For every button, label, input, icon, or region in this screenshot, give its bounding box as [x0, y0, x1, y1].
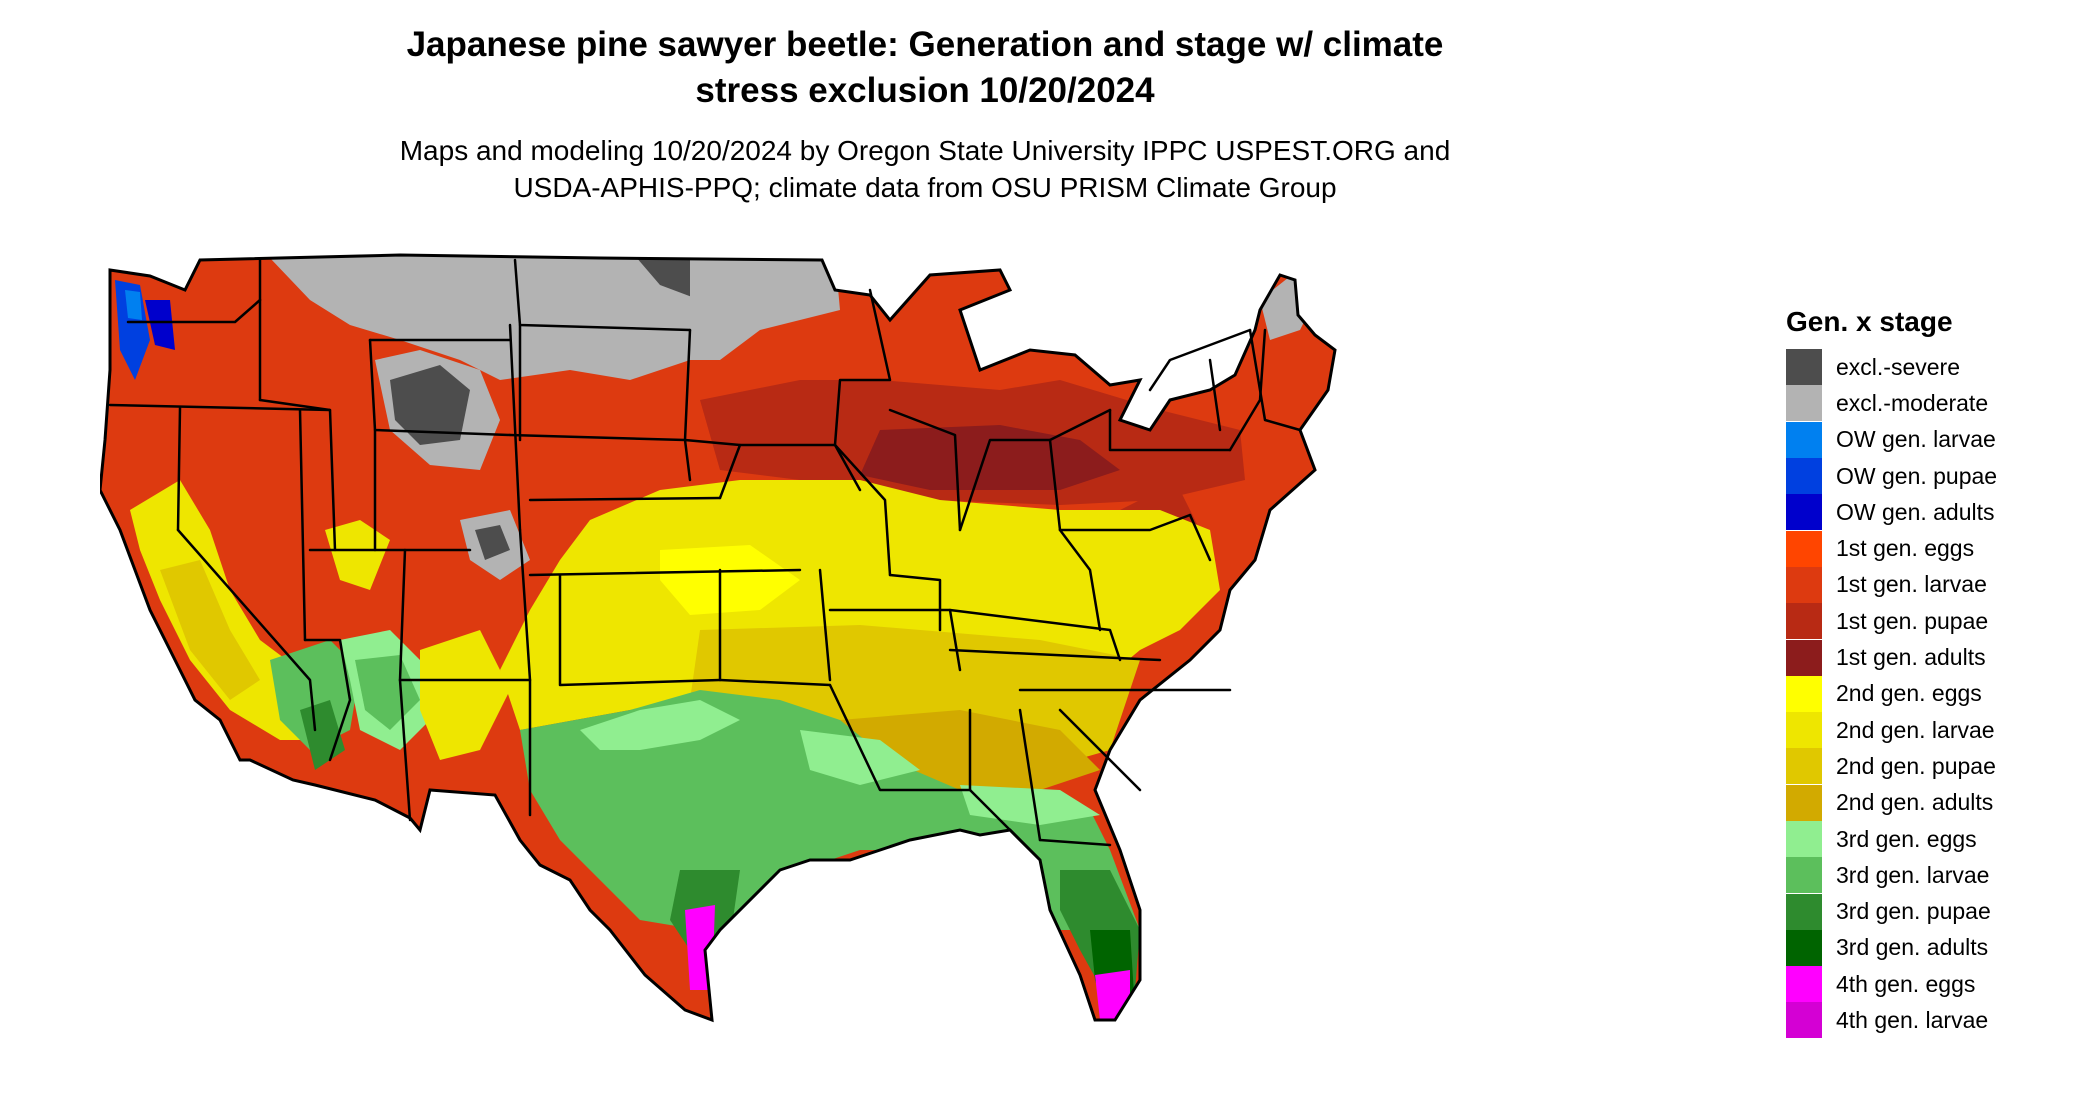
us-stage-map [100, 253, 1337, 1022]
legend-item: excl.-moderate [1786, 385, 2076, 422]
legend-label: 2nd gen. pupae [1836, 752, 1996, 779]
legend-swatch [1786, 530, 1822, 567]
legend-label: 3rd gen. adults [1836, 934, 1989, 961]
legend-swatch [1786, 1002, 1822, 1039]
legend-swatch [1786, 748, 1822, 785]
map-subtitle: Maps and modeling 10/20/2024 by Oregon S… [250, 132, 1600, 206]
legend-item: 3rd gen. adults [1786, 929, 2076, 966]
legend-swatch [1786, 421, 1822, 458]
title-line-1: Japanese pine sawyer beetle: Generation … [406, 25, 1444, 64]
legend-swatch [1786, 349, 1822, 386]
legend-item: 1st gen. larvae [1786, 566, 2076, 603]
legend-item: excl.-severe [1786, 349, 2076, 386]
legend-item: 1st gen. pupae [1786, 603, 2076, 640]
legend-item: 3rd gen. larvae [1786, 857, 2076, 894]
legend-item: 3rd gen. pupae [1786, 893, 2076, 930]
legend-swatch [1786, 821, 1822, 857]
legend-swatch [1786, 494, 1822, 531]
legend-item: 1st gen. adults [1786, 639, 2076, 676]
legend-swatch [1786, 458, 1822, 495]
legend-label: 1st gen. larvae [1836, 571, 1987, 598]
map-legend: Gen. x stage excl.-severe excl.-moderate… [1786, 305, 2076, 1039]
legend-title: Gen. x stage [1786, 306, 1953, 337]
legend-label: 2nd gen. adults [1836, 789, 1994, 816]
legend-item: 2nd gen. adults [1786, 784, 2076, 821]
legend-swatch [1786, 566, 1822, 603]
legend-swatch [1786, 966, 1822, 1003]
legend-item: 2nd gen. larvae [1786, 712, 2076, 749]
legend-item: OW gen. pupae [1786, 458, 2076, 495]
subtitle-line-1: Maps and modeling 10/20/2024 by Oregon S… [399, 135, 1451, 166]
legend-label: 4th gen. eggs [1836, 970, 1976, 997]
legend-item: 4th gen. eggs [1786, 966, 2076, 1003]
legend-label: excl.-severe [1836, 353, 1960, 380]
legend-label: 3rd gen. eggs [1836, 825, 1977, 852]
legend-label: 4th gen. larvae [1836, 1006, 1989, 1033]
legend-item: 3rd gen. eggs [1786, 821, 2076, 857]
legend-label: 1st gen. pupae [1836, 607, 1989, 634]
subtitle-line-2: USDA-APHIS-PPQ; climate data from OSU PR… [513, 172, 1337, 203]
legend-label: OW gen. pupae [1836, 462, 1998, 489]
legend-label: OW gen. adults [1836, 498, 1995, 525]
legend-swatch [1786, 784, 1822, 821]
legend-item: 2nd gen. pupae [1786, 748, 2076, 785]
legend-label: 2nd gen. eggs [1836, 680, 1982, 707]
legend-label: OW gen. larvae [1836, 426, 1996, 453]
map-header: Japanese pine sawyer beetle: Generation … [250, 22, 1600, 206]
legend-label: 3rd gen. larvae [1836, 861, 1990, 888]
legend-label: 2nd gen. larvae [1836, 716, 1995, 743]
legend-label: excl.-moderate [1836, 389, 1989, 416]
legend-swatch [1786, 712, 1822, 749]
legend-label: 3rd gen. pupae [1836, 898, 1991, 925]
legend-list: excl.-severe excl.-moderate OW gen. larv… [1786, 349, 2076, 1039]
legend-swatch [1786, 639, 1822, 676]
legend-swatch [1786, 675, 1822, 712]
title-line-2: stress exclusion 10/20/2024 [695, 71, 1155, 110]
legend-swatch [1786, 603, 1822, 640]
legend-item: OW gen. larvae [1786, 421, 2076, 458]
legend-item: OW gen. adults [1786, 494, 2076, 531]
legend-label: 1st gen. eggs [1836, 535, 1975, 562]
legend-item: 2nd gen. eggs [1786, 675, 2076, 712]
legend-item: 1st gen. eggs [1786, 530, 2076, 567]
legend-swatch [1786, 385, 1822, 422]
legend-swatch [1786, 857, 1822, 894]
legend-label: 1st gen. adults [1836, 644, 1986, 671]
legend-item: 4th gen. larvae [1786, 1002, 2076, 1039]
map-title: Japanese pine sawyer beetle: Generation … [250, 22, 1600, 114]
legend-swatch [1786, 929, 1822, 966]
legend-swatch [1786, 893, 1822, 930]
